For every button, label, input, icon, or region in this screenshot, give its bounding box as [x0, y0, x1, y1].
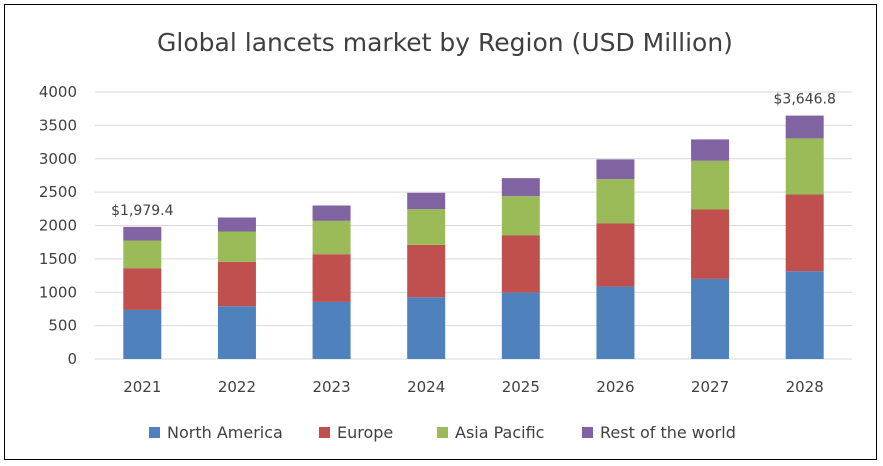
bar-asia-pacific-2021	[123, 240, 162, 269]
y-tick-label: 2500	[39, 183, 77, 201]
bar-europe-2027	[691, 209, 730, 279]
bar-europe-2023	[312, 254, 351, 302]
chart-title: Global lancets market by Region (USD Mil…	[157, 28, 733, 57]
bar-north-america-2024	[407, 297, 446, 359]
legend-label: Asia Pacific	[455, 423, 544, 442]
bar-north-america-2023	[312, 301, 351, 359]
y-tick-label: 4000	[39, 83, 77, 101]
y-tick-label: 2000	[39, 217, 77, 235]
x-axis: 2021 2022 2023 2024 2025 2026 2027 2028	[123, 378, 824, 396]
bar-rest-of-the-world-2022	[217, 217, 256, 232]
legend: North America Europe Asia Pacific Rest of t…	[149, 423, 736, 442]
x-tick-label: 2024	[407, 378, 445, 396]
bar-asia-pacific-2022	[217, 231, 256, 262]
x-tick-label: 2022	[218, 378, 256, 396]
y-axis: 0 500 1000 1500 2000 2500 3000 3500 4000	[39, 83, 77, 368]
legend-swatch-rest-of-the-world	[582, 427, 593, 438]
x-tick-label: 2028	[786, 378, 824, 396]
bar-europe-2024	[407, 244, 446, 298]
data-label-2021: $1,979.4	[111, 203, 173, 219]
bar-europe-2025	[501, 235, 540, 293]
bar-rest-of-the-world-2023	[312, 205, 351, 221]
legend-swatch-europe	[319, 427, 330, 438]
y-tick-label: 500	[48, 317, 77, 335]
bar-europe-2026	[596, 223, 635, 287]
legend-swatch-asia-pacific	[437, 427, 448, 438]
legend-label: Europe	[337, 423, 393, 442]
x-tick-label: 2027	[691, 378, 729, 396]
bar-asia-pacific-2028	[785, 138, 824, 195]
legend-label: Rest of the world	[600, 423, 736, 442]
y-tick-label: 3500	[39, 116, 77, 134]
y-tick-label: 0	[67, 350, 77, 368]
bars	[123, 115, 824, 359]
bar-europe-2022	[217, 261, 256, 307]
y-tick-label: 1000	[39, 283, 77, 301]
bar-rest-of-the-world-2021	[123, 226, 162, 241]
x-tick-label: 2026	[596, 378, 634, 396]
bar-north-america-2025	[501, 292, 540, 359]
data-labels: $1,979.4 $3,646.8	[111, 92, 836, 219]
bar-europe-2021	[123, 268, 162, 310]
x-tick-label: 2023	[312, 378, 350, 396]
y-tick-label: 3000	[39, 150, 77, 168]
bar-asia-pacific-2024	[407, 209, 446, 245]
gridlines	[95, 91, 852, 360]
legend-label: North America	[167, 423, 283, 442]
data-label-2028: $3,646.8	[774, 92, 836, 108]
bar-rest-of-the-world-2027	[691, 139, 730, 161]
y-tick-label: 1500	[39, 250, 77, 268]
bar-rest-of-the-world-2025	[501, 178, 540, 197]
bar-rest-of-the-world-2024	[407, 192, 446, 210]
bar-north-america-2021	[123, 309, 162, 359]
bar-north-america-2022	[217, 306, 256, 359]
bar-asia-pacific-2026	[596, 179, 635, 224]
bar-north-america-2026	[596, 286, 635, 359]
bar-rest-of-the-world-2026	[596, 159, 635, 180]
x-tick-label: 2021	[123, 378, 161, 396]
legend-swatch-north-america	[149, 427, 160, 438]
bar-europe-2028	[785, 194, 824, 272]
bar-asia-pacific-2023	[312, 220, 351, 255]
x-tick-label: 2025	[502, 378, 540, 396]
bar-north-america-2028	[785, 271, 824, 359]
bar-asia-pacific-2027	[691, 160, 730, 210]
bar-asia-pacific-2025	[501, 196, 540, 236]
bar-rest-of-the-world-2028	[785, 115, 824, 139]
bar-north-america-2027	[691, 278, 730, 359]
